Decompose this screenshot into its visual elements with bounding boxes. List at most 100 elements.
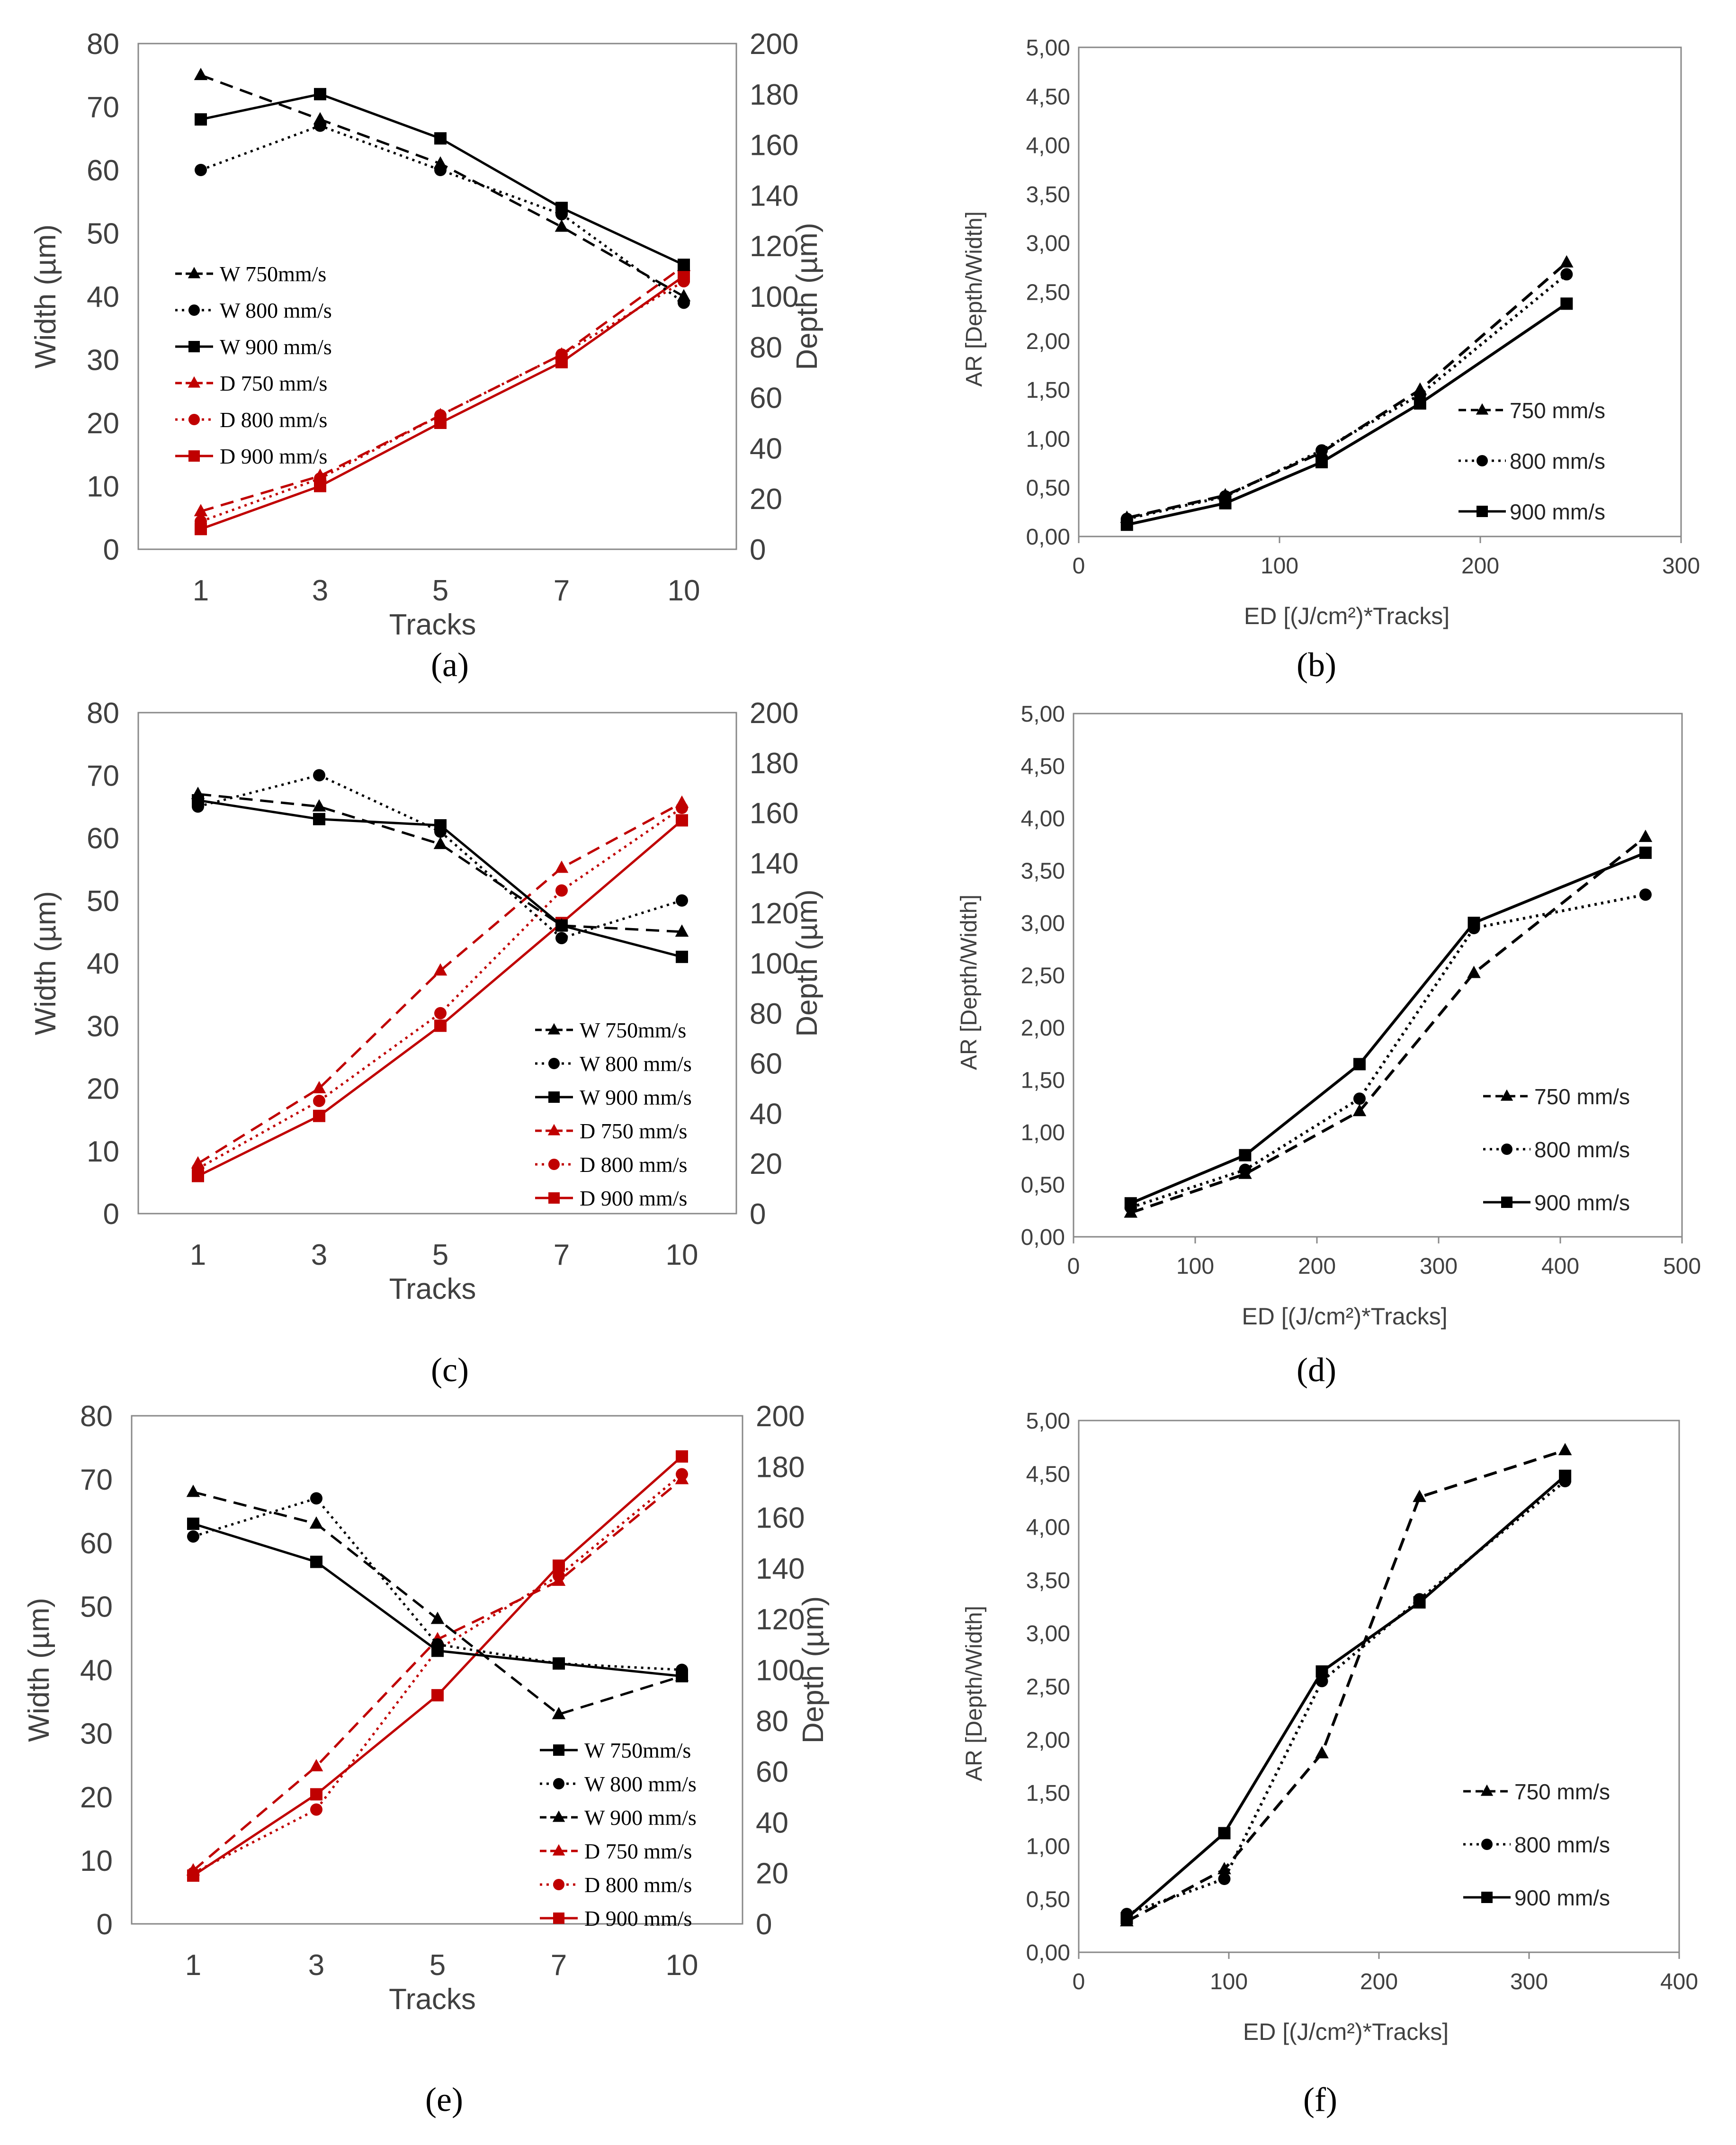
data-point — [1315, 444, 1328, 457]
y2-tick-label: 120 — [750, 897, 798, 930]
y2-tick-label: 40 — [750, 1098, 782, 1130]
x-tick-label: 1 — [185, 1949, 201, 1982]
legend-d: 750 mm/s 800 mm/s 900 mm/s — [1483, 1084, 1630, 1215]
y2-tick-label: 80 — [750, 998, 782, 1030]
legend-marker — [553, 1778, 564, 1789]
y2-axis-title: Depth (µm) — [791, 223, 823, 370]
data-point — [552, 1707, 566, 1719]
y-tick-label: 1,00 — [1021, 1120, 1065, 1145]
data-point — [312, 799, 326, 812]
data-point — [1120, 518, 1133, 531]
y2-tick-label: 140 — [750, 847, 798, 880]
data-point — [555, 219, 569, 232]
series-w-900-mm/s — [186, 1484, 689, 1719]
data-point — [678, 296, 690, 309]
x-tick-label: 0 — [1073, 554, 1085, 579]
data-point — [310, 1788, 322, 1801]
data-point — [313, 813, 325, 825]
y-tick-label: 30 — [80, 1718, 113, 1751]
series-900-mm/s — [1120, 297, 1573, 531]
legend-label: W 900 mm/s — [580, 1085, 692, 1109]
panel-label-e: (e) — [425, 2081, 463, 2118]
panel-labels-layer: (a) (b) (c) (d) (e) (f) — [425, 646, 1337, 2118]
data-point — [187, 1869, 199, 1882]
data-point — [313, 1109, 325, 1122]
data-point — [310, 1555, 322, 1568]
legend-marker — [548, 1192, 560, 1204]
legend-marker — [188, 341, 200, 352]
legend-marker — [553, 1744, 564, 1756]
y-tick-label: 80 — [80, 1400, 113, 1433]
y-tick-label: 0,00 — [1026, 525, 1070, 550]
legend-marker — [1476, 506, 1488, 517]
x-tick-label: 3 — [312, 574, 328, 607]
legend-c: W 750mm/s W 800 mm/s W 900 mm/s D 750 mm/s D… — [535, 1018, 692, 1210]
data-point — [431, 1638, 444, 1651]
x-tick-label: 400 — [1541, 1254, 1579, 1279]
series-w-800-mm/s — [195, 119, 690, 309]
legend-label: 750 mm/s — [1534, 1084, 1630, 1109]
x-axis-title: Tracks — [389, 1273, 476, 1305]
legend-a: W 750mm/s W 800 mm/s W 900 mm/s D 750 mm/s D… — [175, 262, 332, 468]
legend-label: W 750mm/s — [580, 1018, 686, 1042]
y2-tick-label: 60 — [756, 1756, 788, 1788]
data-point — [1639, 888, 1652, 901]
data-point — [1413, 1490, 1426, 1502]
x-axis-title: Tracks — [389, 608, 476, 641]
y2-tick-label: 40 — [750, 432, 782, 465]
data-point — [1639, 846, 1652, 859]
y-tick-label: 4,50 — [1026, 1462, 1070, 1487]
data-point — [555, 860, 569, 873]
y-tick-label: 2,00 — [1021, 1016, 1065, 1041]
legend-label: D 900 mm/s — [584, 1906, 692, 1930]
legend-marker — [1501, 1144, 1512, 1155]
x-tick-label: 3 — [308, 1949, 324, 1982]
y-tick-label: 30 — [87, 1010, 119, 1043]
y2-axis-title: Depth (µm) — [791, 889, 823, 1037]
y-tick-label: 60 — [87, 154, 119, 187]
data-point — [553, 1559, 565, 1572]
panel-label-d: (d) — [1297, 1351, 1336, 1389]
data-point — [434, 132, 447, 145]
y-tick-label: 2,50 — [1021, 964, 1065, 989]
data-point — [194, 504, 208, 517]
x-tick-label: 7 — [554, 574, 570, 607]
x-axis-title: ED [(J/cm²)*Tracks] — [1243, 2019, 1449, 2045]
data-point — [1560, 297, 1573, 310]
legend-marker — [1500, 1089, 1513, 1101]
x-tick-label: 5 — [432, 574, 448, 607]
data-point — [555, 932, 568, 945]
chart-b: 0,00 0,50 1,00 1,50 2,00 2,50 3,00 3,50 4,00 4,50… — [962, 36, 1700, 629]
legend-label: W 750mm/s — [220, 262, 326, 286]
series-w-900-mm/s — [195, 88, 690, 271]
y-tick-label: 70 — [87, 91, 119, 124]
y2-tick-label: 140 — [750, 179, 798, 212]
data-point — [314, 480, 326, 492]
chart-e: 0 10 20 30 40 50 60 70 80 0 20 40 60 80 100 120 140 160 18… — [23, 1400, 830, 2016]
x-tick-label: 10 — [666, 1949, 698, 1982]
data-point — [195, 113, 207, 126]
panel-label-c: (c) — [431, 1351, 469, 1389]
legend-label: 900 mm/s — [1514, 1886, 1610, 1910]
data-point — [430, 1611, 445, 1624]
series-line — [200, 280, 685, 523]
data-point — [313, 1094, 325, 1107]
y-tick-label: 50 — [87, 885, 119, 918]
legend-marker — [548, 1091, 560, 1103]
x-tick-label: 200 — [1461, 554, 1499, 579]
data-point — [675, 1669, 689, 1681]
x-axis-title: ED [(J/cm²)*Tracks] — [1244, 603, 1450, 629]
y2-tick-label: 0 — [750, 534, 766, 566]
data-point — [309, 1516, 323, 1529]
y-tick-label: 3,50 — [1026, 1568, 1070, 1593]
y2-tick-label: 200 — [750, 697, 798, 730]
y-tick-label: 70 — [80, 1464, 113, 1496]
series-line — [1130, 893, 1646, 1209]
x-tick-label: 10 — [666, 1239, 698, 1271]
data-point — [675, 924, 689, 937]
data-point — [434, 819, 447, 832]
chart-d: 0,00 0,50 1,00 1,50 2,00 2,50 3,00 3,50 4,00 4,50… — [957, 702, 1701, 1330]
x-tick-label: 0 — [1067, 1254, 1080, 1279]
y-tick-label: 3,00 — [1026, 231, 1070, 256]
legend-label: 800 mm/s — [1510, 449, 1605, 474]
